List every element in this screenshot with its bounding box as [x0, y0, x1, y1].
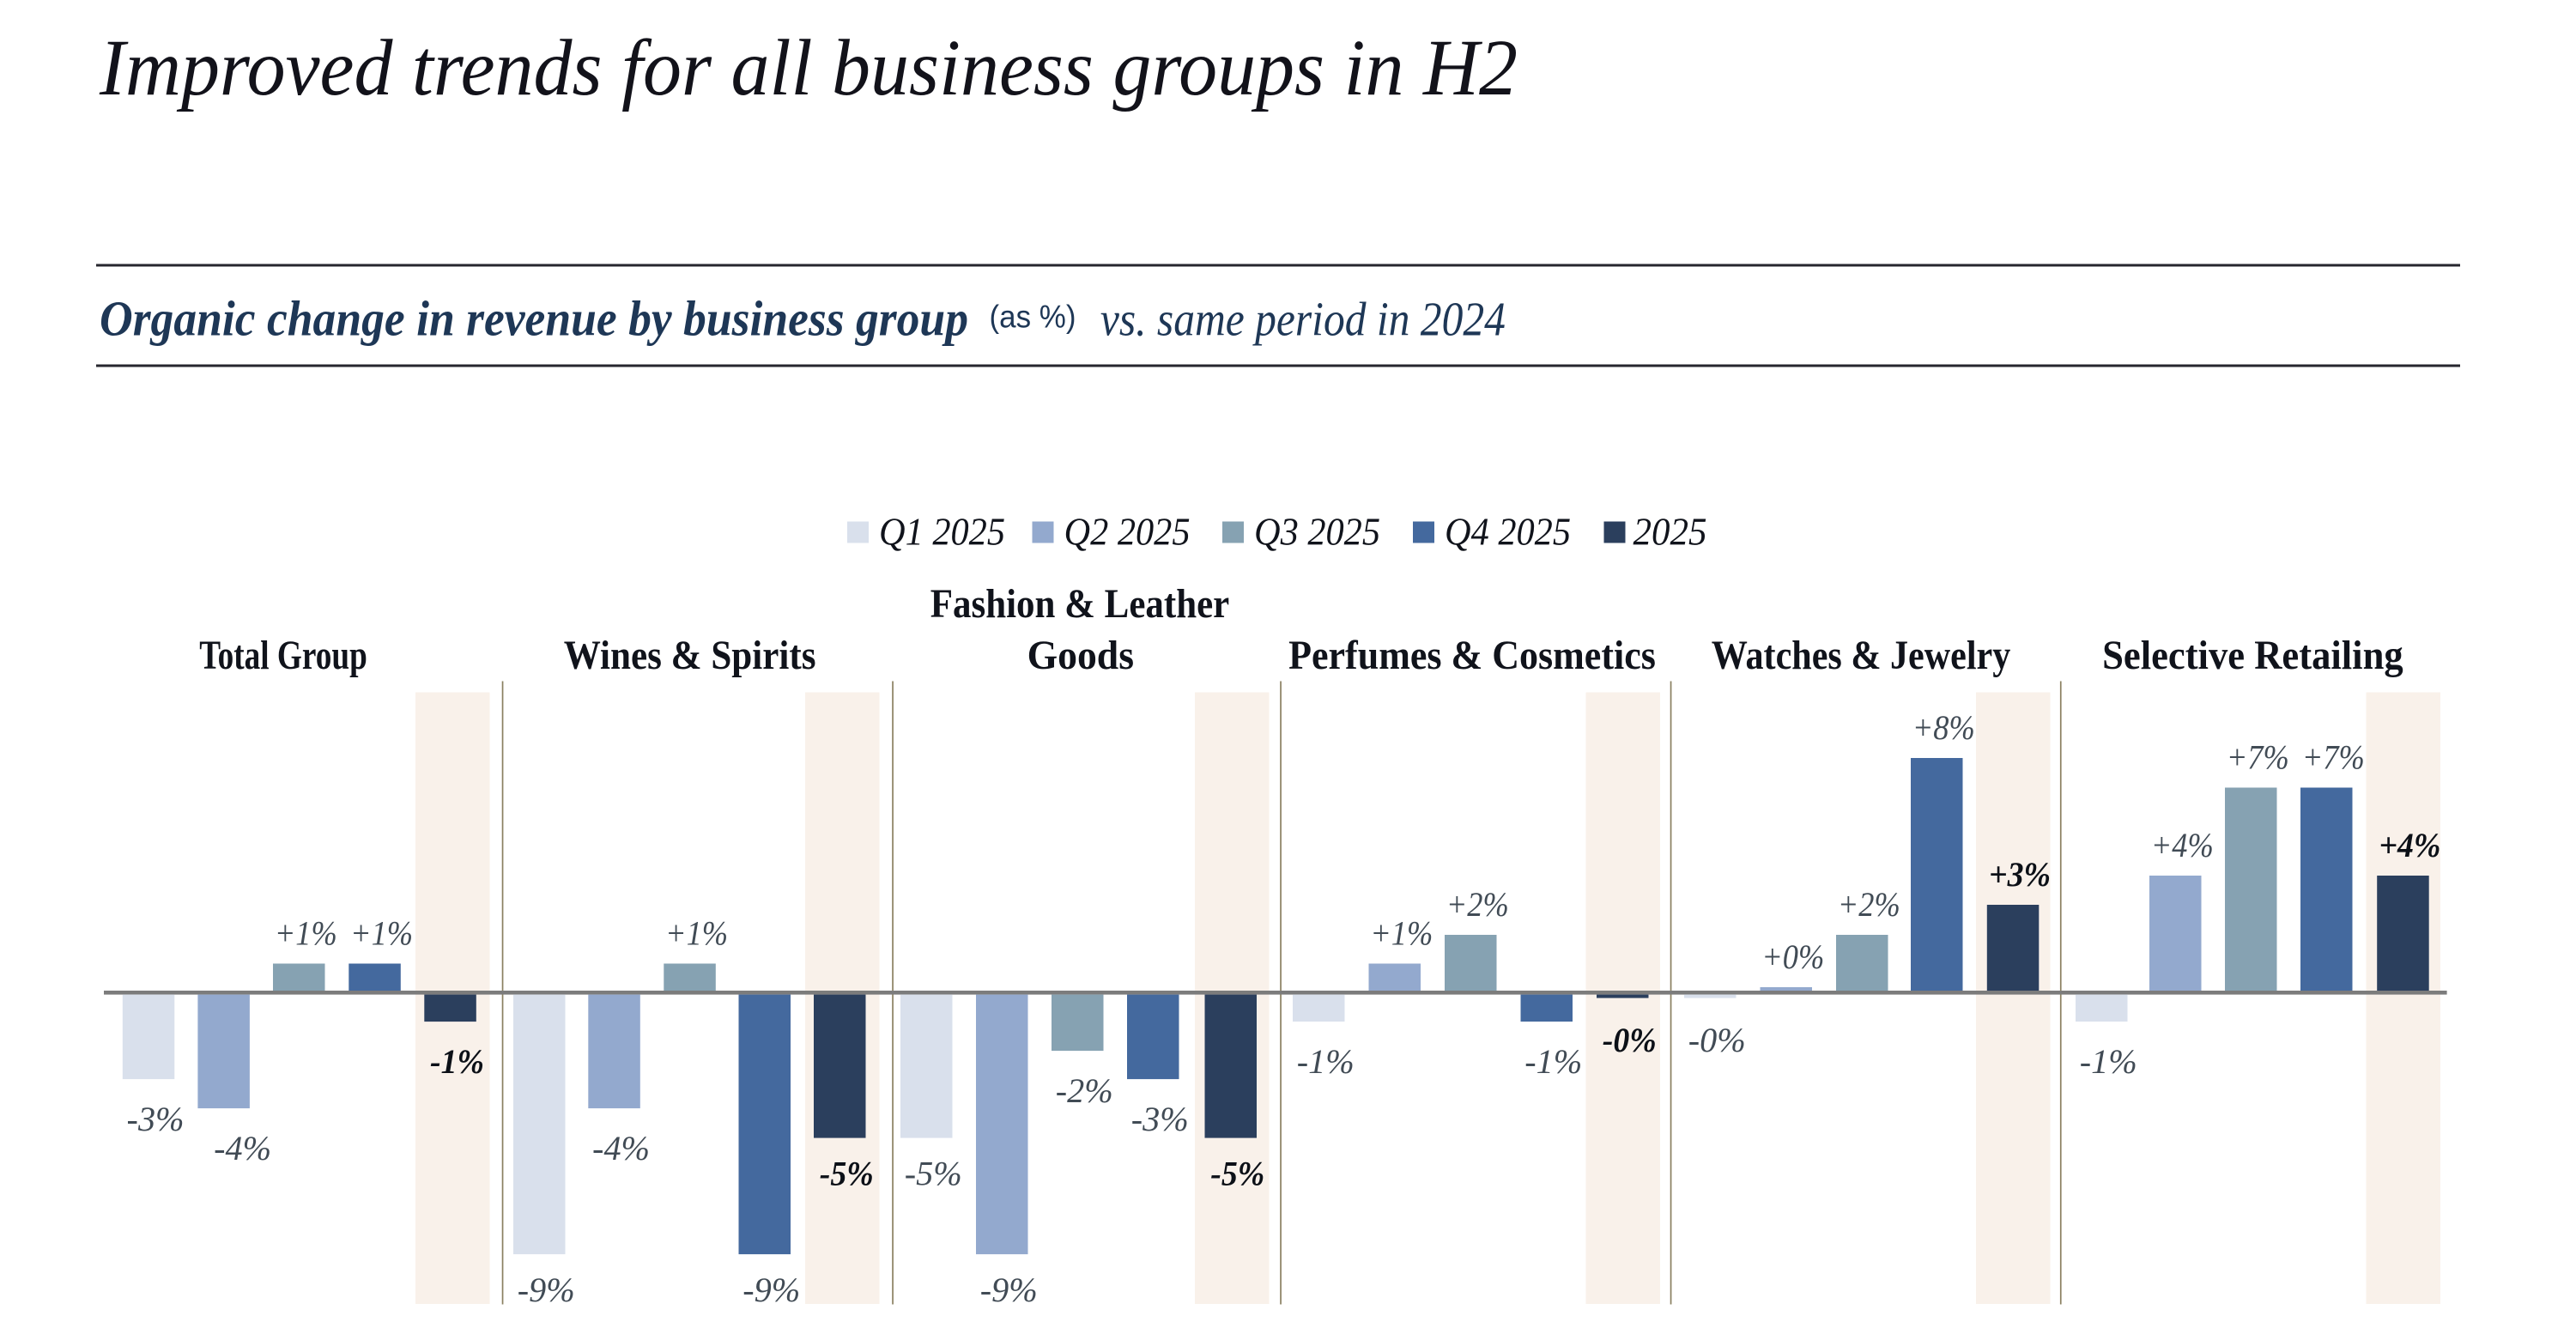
- svg-text:+1%: +1%: [665, 914, 728, 953]
- svg-text:Improved trends for all busine: Improved trends for all business groups …: [99, 24, 1518, 112]
- svg-text:Selective Retailing: Selective Retailing: [2102, 633, 2403, 678]
- svg-text:+3%: +3%: [1989, 855, 2051, 894]
- svg-text:Wines & Spirits: Wines & Spirits: [564, 633, 816, 678]
- svg-text:Q4 2025: Q4 2025: [1445, 511, 1571, 554]
- svg-text:-1%: -1%: [430, 1042, 484, 1081]
- svg-text:2025: 2025: [1633, 511, 1707, 554]
- svg-text:+2%: +2%: [1446, 885, 1509, 924]
- svg-text:-0%: -0%: [1688, 1021, 1746, 1059]
- svg-text:-9%: -9%: [980, 1270, 1038, 1309]
- svg-text:Q3 2025: Q3 2025: [1254, 511, 1380, 554]
- svg-text:-5%: -5%: [905, 1155, 962, 1193]
- svg-text:Fashion & Leather: Fashion & Leather: [930, 581, 1230, 627]
- svg-text:+4%: +4%: [2151, 826, 2214, 864]
- svg-text:+1%: +1%: [1370, 914, 1433, 953]
- svg-text:-1%: -1%: [1297, 1042, 1355, 1081]
- svg-text:Goods: Goods: [1027, 633, 1134, 678]
- svg-text:-9%: -9%: [518, 1270, 575, 1309]
- svg-text:+0%: +0%: [1761, 937, 1824, 976]
- svg-text:-9%: -9%: [742, 1270, 800, 1309]
- svg-text:Perfumes & Cosmetics: Perfumes & Cosmetics: [1288, 633, 1656, 678]
- svg-text:+7%: +7%: [2302, 738, 2365, 777]
- svg-text:-3%: -3%: [127, 1100, 185, 1138]
- svg-text:-4%: -4%: [214, 1129, 271, 1167]
- svg-text:+7%: +7%: [2227, 738, 2289, 777]
- svg-text:-4%: -4%: [592, 1129, 650, 1167]
- svg-text:+4%: +4%: [2379, 826, 2440, 864]
- svg-text:-1%: -1%: [2080, 1042, 2137, 1081]
- svg-text:+2%: +2%: [1838, 885, 1900, 924]
- svg-text:-3%: -3%: [1131, 1100, 1189, 1138]
- svg-text:vs. same period in 2024: vs. same period in 2024: [1100, 294, 1506, 347]
- svg-text:Q2 2025: Q2 2025: [1064, 511, 1191, 554]
- svg-text:Q1 2025: Q1 2025: [879, 511, 1005, 554]
- svg-text:Organic change in revenue by b: Organic change in revenue by business gr…: [100, 291, 968, 347]
- svg-text:+1%: +1%: [350, 914, 413, 953]
- svg-text:-5%: -5%: [820, 1155, 874, 1193]
- svg-text:+1%: +1%: [275, 914, 337, 953]
- svg-text:Total Group: Total Group: [199, 633, 367, 678]
- svg-text:-1%: -1%: [1524, 1042, 1582, 1081]
- svg-text:Watches & Jewelry: Watches & Jewelry: [1712, 633, 2011, 678]
- svg-text:-0%: -0%: [1603, 1021, 1657, 1059]
- svg-text:-2%: -2%: [1056, 1071, 1113, 1110]
- svg-text:-5%: -5%: [1210, 1155, 1264, 1193]
- svg-text:+8%: +8%: [1912, 708, 1975, 747]
- svg-text:(as %): (as %): [990, 300, 1076, 335]
